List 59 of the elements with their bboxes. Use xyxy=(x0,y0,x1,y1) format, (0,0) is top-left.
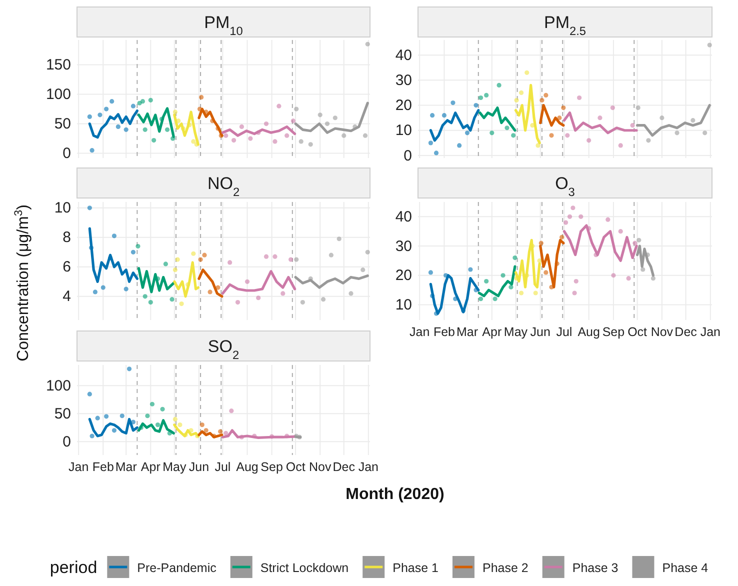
y-tick-label: 0 xyxy=(62,145,71,162)
y-tick-label: 10 xyxy=(395,296,412,314)
x-tick-label: Mar xyxy=(115,460,137,474)
y-tick-label: 50 xyxy=(54,116,71,133)
x-tick-label: May xyxy=(504,324,528,339)
chart-title: PM$_{10}$ xyxy=(204,13,244,38)
chart-title: O$_{3}$ xyxy=(555,174,576,199)
x-tick-label: Feb xyxy=(433,324,456,339)
x-tick-label: Aug xyxy=(236,460,258,474)
x-tick-label: Sep xyxy=(602,324,625,339)
y-tick-label: 0 xyxy=(404,147,412,164)
x-tick-label: Jan xyxy=(358,460,379,474)
x-tick-label: Nov xyxy=(650,324,674,339)
x-tick-label: Apr xyxy=(482,324,502,339)
x-tick-label: Apr xyxy=(140,460,160,474)
x-tick-label: Jun xyxy=(188,460,210,474)
y-tick-label: 10 xyxy=(54,200,71,217)
chart-title: NO$_{2}$ xyxy=(207,174,240,199)
x-axis-title: Month (2020) xyxy=(346,486,444,503)
y-tick-label: 30 xyxy=(395,238,412,255)
x-tick-label: Oct xyxy=(286,460,306,474)
chart-title: SO$_{2}$ xyxy=(208,337,240,362)
y-tick-label: 40 xyxy=(395,208,412,226)
y-tick-label: 100 xyxy=(46,377,71,394)
legend-label: Phase 4 xyxy=(662,561,708,575)
y-tick-label: 20 xyxy=(395,267,412,284)
y-tick-label: 10 xyxy=(395,122,412,140)
x-tick-label: Jul xyxy=(556,324,572,339)
legend-label: Phase 2 xyxy=(482,561,528,575)
x-tick-label: Dec xyxy=(332,460,355,474)
y-tick-label: 100 xyxy=(46,86,71,104)
y-tick-label: 40 xyxy=(395,46,412,64)
legend-label: Strict Lockdown xyxy=(260,561,349,575)
x-tick-label: Jan xyxy=(68,460,89,474)
y-tick-label: 20 xyxy=(395,97,412,114)
x-tick-label: Jan xyxy=(410,324,430,339)
x-tick-label: Oct xyxy=(628,324,648,339)
legend-label: Phase 3 xyxy=(572,561,618,575)
chart-title: PM$_{2.5}$ xyxy=(544,13,586,38)
x-tick-label: Dec xyxy=(674,324,697,339)
legend-label: Phase 1 xyxy=(392,561,439,575)
x-tick-label: Jul xyxy=(214,460,231,474)
y-tick-label: 8 xyxy=(62,229,71,246)
x-tick-label: Jun xyxy=(530,324,550,339)
legend-title: period xyxy=(50,558,98,577)
y-tick-label: 4 xyxy=(62,288,71,306)
y-tick-label: 30 xyxy=(395,72,412,89)
x-tick-label: Nov xyxy=(308,460,332,474)
x-tick-label: Mar xyxy=(456,324,478,339)
y-tick-label: 6 xyxy=(62,258,71,276)
y-tick-label: 0 xyxy=(62,433,71,450)
x-tick-label: May xyxy=(162,460,187,474)
legend-label: Pre-Pandemic xyxy=(137,561,216,575)
y-tick-label: 150 xyxy=(46,56,71,74)
x-tick-label: Aug xyxy=(578,324,600,339)
y-tick-label: 50 xyxy=(54,405,71,422)
x-tick-label: Feb xyxy=(92,460,114,474)
x-tick-label: Jan xyxy=(700,324,721,339)
x-tick-label: Sep xyxy=(260,460,283,474)
